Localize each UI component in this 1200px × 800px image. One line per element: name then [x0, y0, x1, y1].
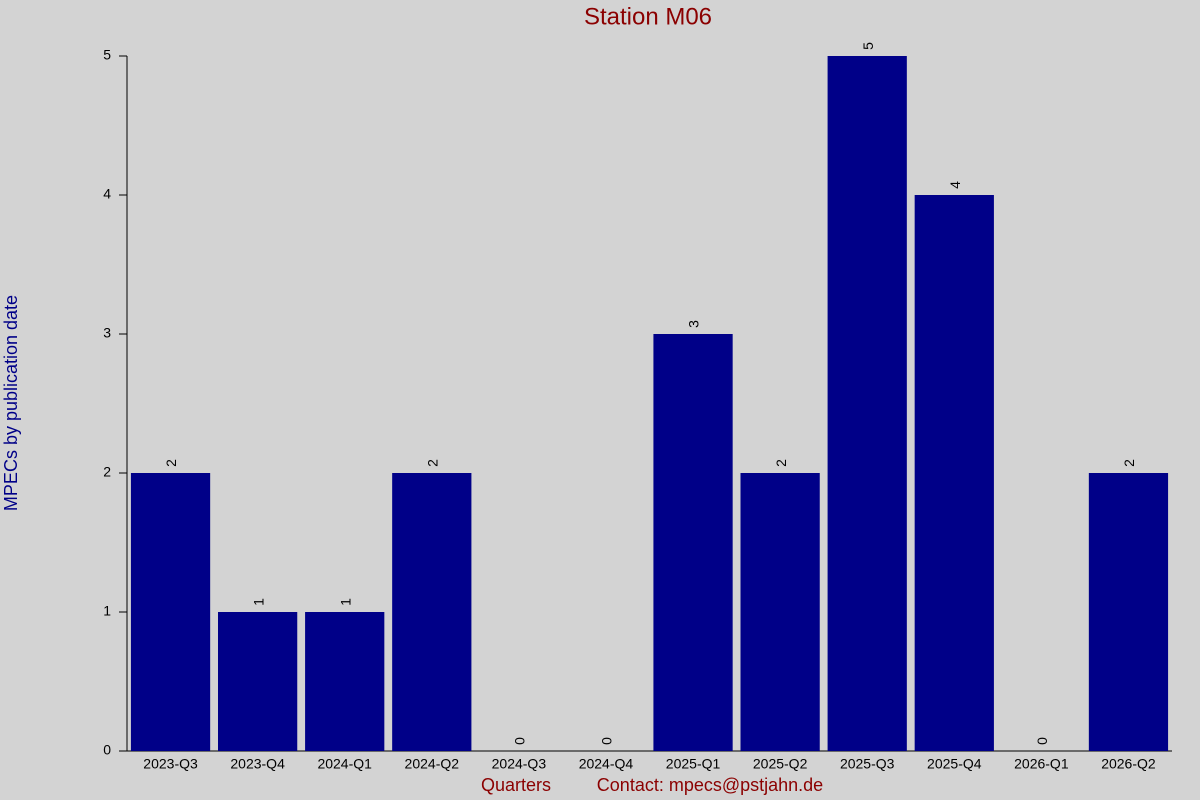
y-tick-label: 0: [103, 742, 111, 758]
x-tick-label: 2025-Q1: [666, 756, 721, 772]
x-tick-label: 2023-Q4: [230, 756, 285, 772]
bar: [653, 334, 733, 751]
data-label: 0: [599, 737, 615, 745]
data-label: 2: [1121, 459, 1137, 467]
bar: [218, 612, 298, 751]
x-tick-label: 2024-Q1: [317, 756, 372, 772]
y-tick-label: 3: [103, 325, 111, 341]
x-tick-label: 2026-Q1: [1014, 756, 1069, 772]
data-label: 1: [250, 598, 266, 606]
bar: [130, 473, 211, 751]
data-label: 4: [947, 181, 963, 189]
x-tick-label: 2023-Q3: [143, 756, 198, 772]
x-tick-label: 2024-Q3: [492, 756, 547, 772]
data-label: 5: [860, 42, 876, 50]
contact: Contact: mpecs@pstjahn.de: [597, 775, 823, 795]
bar: [914, 195, 994, 751]
y-tick-label: 2: [103, 464, 111, 480]
x-tick-label: 2026-Q2: [1101, 756, 1156, 772]
data-label: 1: [337, 598, 353, 606]
data-label: 0: [512, 737, 528, 745]
data-label: 3: [686, 320, 702, 328]
chart-title: Station M06: [584, 3, 712, 30]
y-tick-label: 4: [103, 186, 111, 202]
bar: [740, 473, 820, 751]
bar: [305, 612, 385, 751]
x-tick-label: 2025-Q4: [927, 756, 982, 772]
bar: [827, 56, 907, 751]
data-label: 0: [1034, 737, 1050, 745]
bar: [1088, 473, 1169, 751]
data-label: 2: [424, 459, 440, 467]
y-tick-label: 5: [103, 47, 111, 63]
x-tick-label: 2024-Q2: [405, 756, 460, 772]
bar: [392, 473, 472, 751]
y-tick-label: 1: [103, 603, 111, 619]
x-tick-label: 2025-Q3: [840, 756, 895, 772]
data-label: 2: [773, 459, 789, 467]
x-tick-label: 2024-Q4: [579, 756, 634, 772]
x-axis-label: Quarters: [481, 775, 551, 795]
y-axis-label: MPECs by publication date: [1, 295, 21, 511]
x-tick-label: 2025-Q2: [753, 756, 808, 772]
data-label: 2: [163, 459, 179, 467]
